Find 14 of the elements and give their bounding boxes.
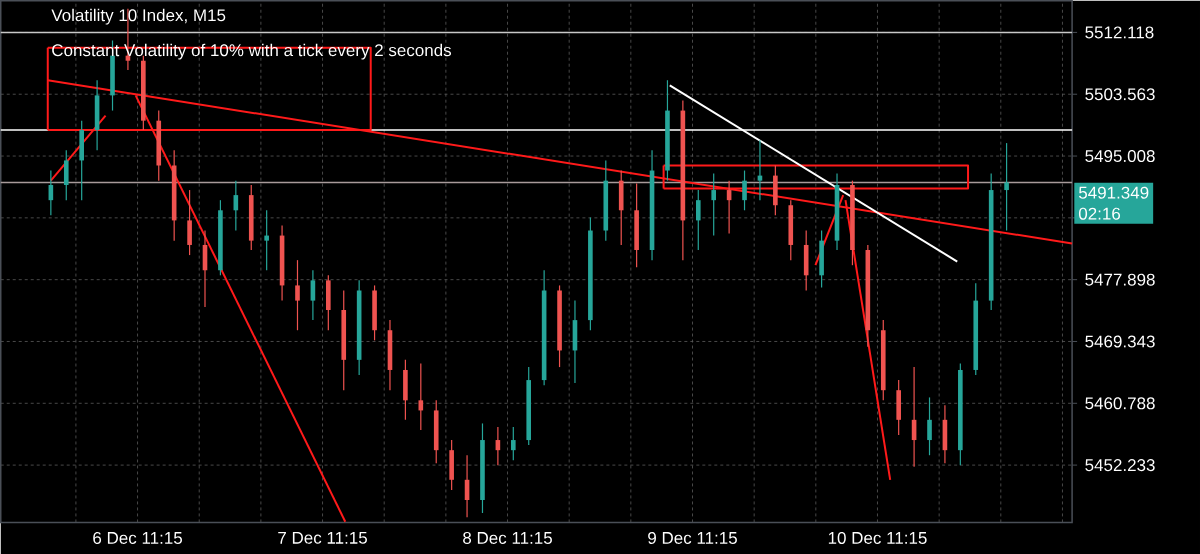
ref-line-label: 5491.349 <box>1078 186 1149 199</box>
x-tick-label: 8 Dec 11:15 <box>463 531 552 544</box>
y-tick-label: 5469.343 <box>1085 335 1155 348</box>
y-tick-label: 5495.008 <box>1085 149 1155 162</box>
y-tick-label: 5512.118 <box>1085 26 1154 39</box>
x-tick-label: 9 Dec 11:15 <box>648 531 737 544</box>
y-tick-label: 5452.233 <box>1085 458 1155 471</box>
x-tick-label: 10 Dec 11:15 <box>828 531 927 544</box>
y-tick-label: 5503.563 <box>1085 88 1155 101</box>
text: 02:16 <box>1078 207 1121 220</box>
x-tick-label: 6 Dec 11:15 <box>93 531 183 544</box>
y-tick-label: 5460.788 <box>1085 397 1155 410</box>
y-tick-label: 5477.898 <box>1085 273 1155 286</box>
x-tick-label: 7 Dec 11:15 <box>278 531 367 544</box>
